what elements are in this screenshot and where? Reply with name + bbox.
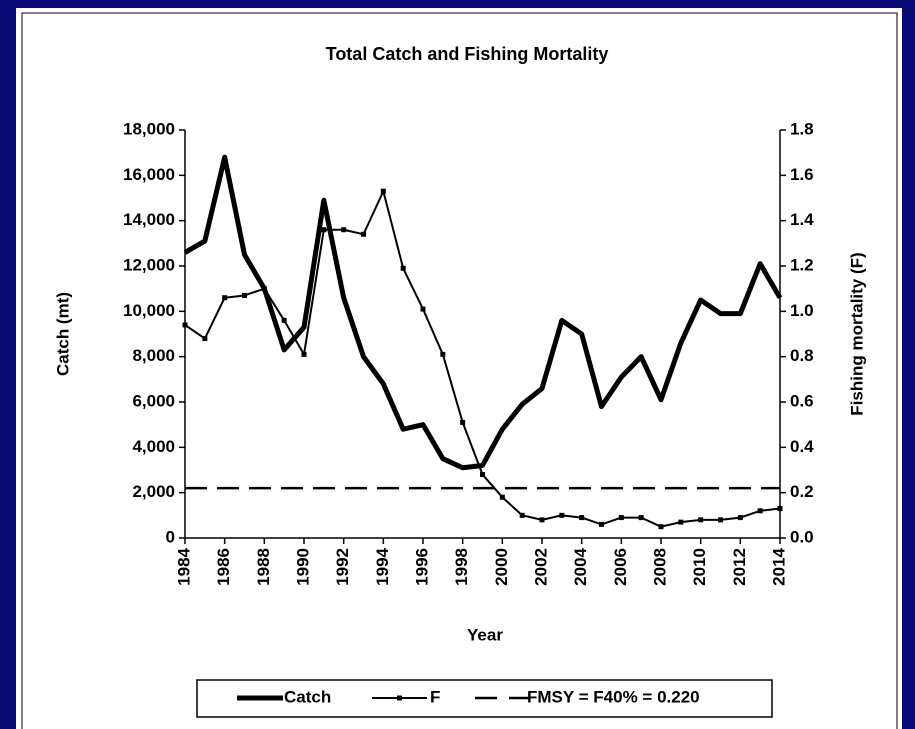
y2-tick-label: 1.4 xyxy=(790,210,814,229)
f-marker xyxy=(321,227,327,233)
y-tick-label: 2,000 xyxy=(132,482,175,501)
x-tick-label: 2002 xyxy=(531,548,550,586)
catch-line xyxy=(183,154,783,471)
y2-tick-label: 1.8 xyxy=(790,119,814,138)
f-marker xyxy=(480,472,485,478)
f-marker xyxy=(400,265,406,271)
f-marker xyxy=(281,317,287,323)
f-marker xyxy=(718,517,723,523)
f-marker xyxy=(678,519,684,525)
x-tick-label: 2014 xyxy=(769,547,788,585)
f-marker xyxy=(579,515,585,521)
y2-tick-label: 0.6 xyxy=(790,391,814,410)
y2-axis-title: Fishing mortality (F) xyxy=(847,252,866,415)
y-tick-label: 18,000 xyxy=(123,119,175,138)
x-tick-label: 1990 xyxy=(293,548,312,586)
x-tick-label: 1984 xyxy=(174,547,193,585)
y2-tick-label: 0.0 xyxy=(790,527,814,546)
f-marker xyxy=(519,512,525,518)
x-tick-label: 2008 xyxy=(650,548,669,586)
y-tick-label: 16,000 xyxy=(123,165,175,184)
y2-tick-label: 1.0 xyxy=(790,301,814,320)
f-marker xyxy=(361,231,366,237)
y2-tick-label: 0.2 xyxy=(790,482,814,501)
f-marker xyxy=(341,227,347,233)
f-marker xyxy=(460,419,466,425)
f-marker xyxy=(737,515,743,521)
x-tick-label: 2004 xyxy=(571,547,590,585)
legend-label: F xyxy=(430,687,440,706)
legend-label: Catch xyxy=(284,687,331,706)
f-marker xyxy=(638,515,644,521)
y-tick-label: 0 xyxy=(166,527,175,546)
f-marker xyxy=(757,508,763,514)
y-tick-label: 14,000 xyxy=(123,210,175,229)
x-tick-label: 1994 xyxy=(373,547,392,585)
f-marker xyxy=(777,506,783,512)
chart-title: Total Catch and Fishing Mortality xyxy=(326,44,609,64)
f-marker xyxy=(182,322,188,328)
x-tick-label: 1998 xyxy=(452,548,471,586)
f-marker xyxy=(242,292,247,298)
legend-swatch-marker xyxy=(397,695,402,701)
x-tick-label: 2000 xyxy=(492,548,511,586)
f-marker xyxy=(420,306,426,312)
f-marker xyxy=(698,517,704,523)
f-marker xyxy=(261,286,267,292)
y2-tick-label: 1.2 xyxy=(790,255,814,274)
y-tick-label: 12,000 xyxy=(123,255,175,274)
x-tick-label: 1992 xyxy=(333,548,352,586)
f-marker xyxy=(380,188,386,194)
f-marker xyxy=(539,517,545,523)
y-tick-label: 6,000 xyxy=(132,391,175,410)
f-marker xyxy=(618,515,624,521)
f-marker xyxy=(440,351,446,357)
y-tick-label: 10,000 xyxy=(123,301,175,320)
y-tick-label: 8,000 xyxy=(132,346,175,365)
f-marker xyxy=(301,351,307,357)
y2-tick-label: 0.8 xyxy=(790,346,814,365)
x-axis-title: Year xyxy=(467,625,503,644)
panel xyxy=(16,8,902,729)
f-marker xyxy=(499,494,505,500)
y2-tick-label: 1.6 xyxy=(790,165,814,184)
legend-label: FMSY = F40% = 0.220 xyxy=(527,687,700,706)
x-tick-label: 1986 xyxy=(214,548,233,586)
f-marker xyxy=(599,521,604,527)
x-tick-label: 2010 xyxy=(690,548,709,586)
y-axis-title: Catch (mt) xyxy=(53,292,72,376)
x-tick-label: 2006 xyxy=(611,548,630,586)
chart-frame xyxy=(21,12,898,729)
x-tick-label: 2012 xyxy=(730,548,749,586)
y2-tick-label: 0.4 xyxy=(790,437,814,456)
f-marker xyxy=(202,336,208,342)
y-tick-label: 4,000 xyxy=(132,437,175,456)
x-tick-label: 1988 xyxy=(254,548,273,586)
f-marker xyxy=(222,295,228,301)
x-tick-label: 1996 xyxy=(412,548,431,586)
f-marker xyxy=(559,512,565,518)
f-marker xyxy=(658,524,664,530)
